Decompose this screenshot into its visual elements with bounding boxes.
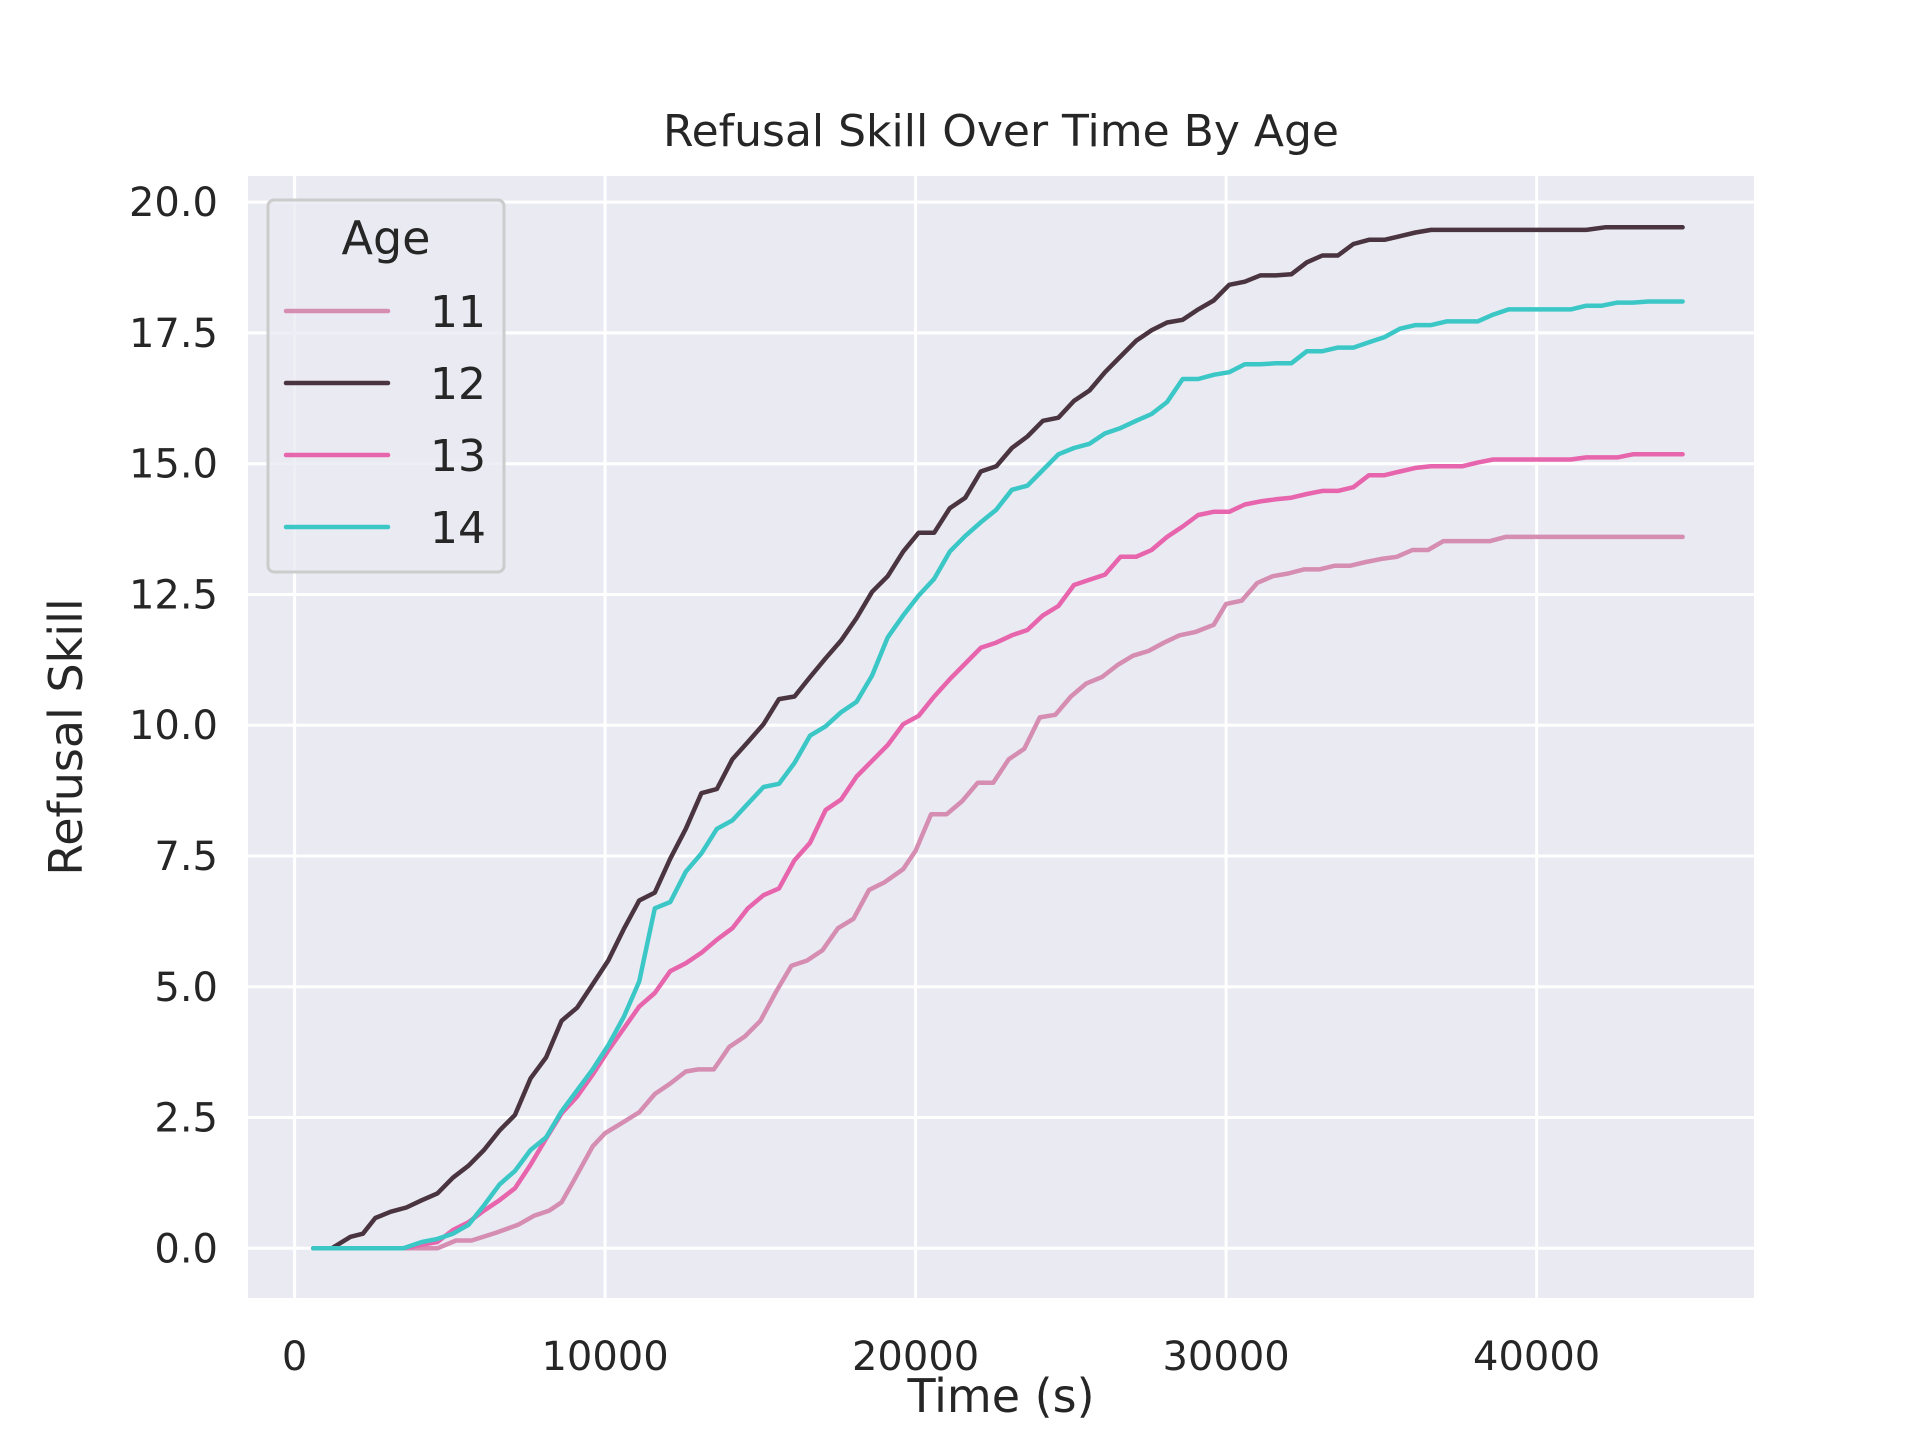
y-tick-label: 5.0 [154,965,218,1011]
y-tick-label: 12.5 [129,572,218,618]
x-tick-label: 20000 [852,1334,979,1380]
series-line-age-11 [310,534,1685,1251]
legend-item-age-14: 14 [283,503,486,554]
x-tick-label: 10000 [541,1334,668,1380]
y-tick-label: 15.0 [129,442,218,488]
y-tick-label: 7.5 [154,834,218,880]
legend-item-age-13: 13 [283,431,486,482]
series-lines [310,225,1685,1251]
x-tick-label: 30000 [1162,1334,1289,1380]
x-axis-label: Time (s) [906,1369,1094,1423]
series-line-age-14 [310,299,1685,1251]
series-line-age-12 [310,225,1685,1251]
legend-items: 11 12 13 14 [283,287,486,554]
y-tick-label: 17.5 [129,311,218,357]
legend-item-age-12: 12 [283,359,486,410]
legend-label: 13 [430,431,486,482]
legend-label: 14 [430,503,486,554]
y-tick-label: 20.0 [129,180,218,226]
chart-title: Refusal Skill Over Time By Age [663,106,1339,157]
legend-label: 12 [430,359,486,410]
legend-title: Age [342,211,431,265]
y-tick-label: 2.5 [154,1096,218,1142]
y-tick-label: 0.0 [154,1226,218,1272]
y-axis-label: Refusal Skill [39,598,93,875]
legend-item-age-11: 11 [283,287,486,338]
legend-box [266,198,506,574]
y-tick-labels: 0.0 2.5 5.0 7.5 10.0 12.5 15.0 17.5 20.0 [129,180,218,1272]
grid [248,176,1754,1298]
x-tick-labels: 0 10000 20000 30000 40000 [282,1334,1600,1380]
x-tick-label: 0 [282,1334,307,1380]
y-tick-label: 10.0 [129,703,218,749]
legend-label: 11 [430,287,486,338]
legend: Age 11 12 13 14 [266,198,506,574]
x-tick-label: 40000 [1473,1334,1600,1380]
